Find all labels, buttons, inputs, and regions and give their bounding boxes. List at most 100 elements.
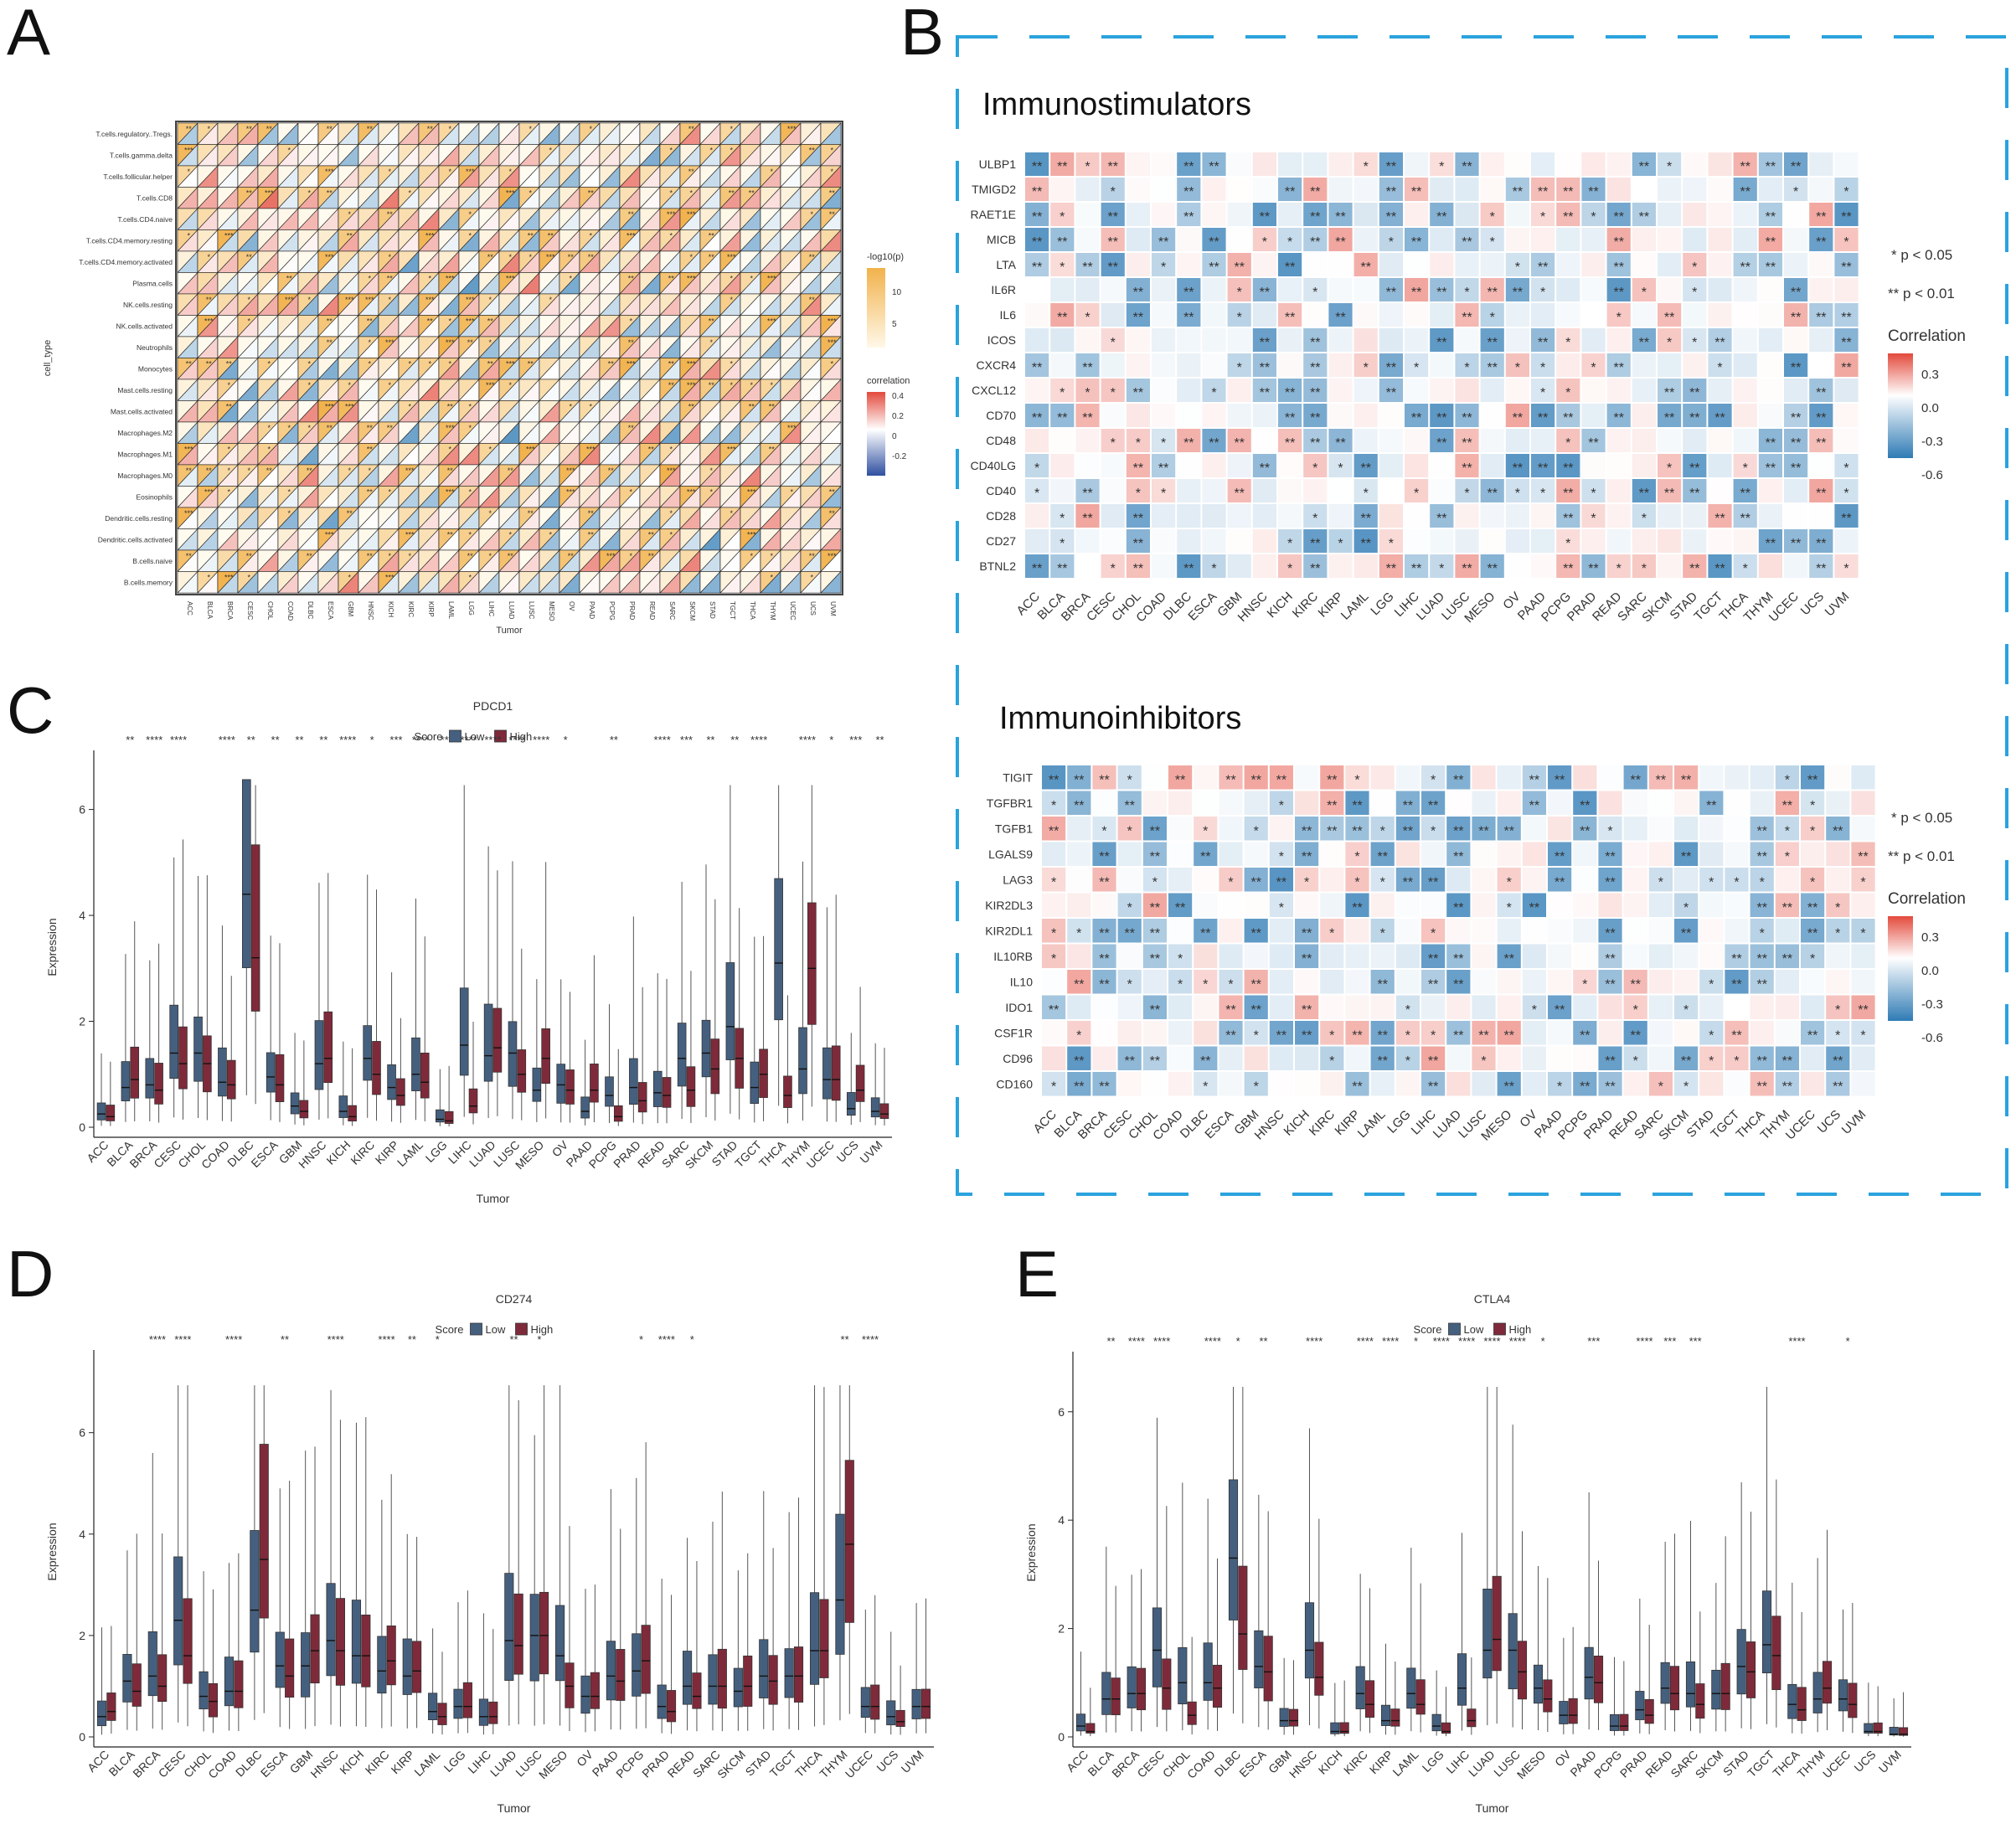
sig-label: ****	[170, 734, 187, 746]
heatmap-sig-mark: **	[1099, 952, 1109, 966]
heatmap-sig-mark: **	[1150, 952, 1160, 966]
heatmap-sig-mark: *	[1692, 336, 1697, 350]
heatmap-sig-mark: **	[1816, 562, 1826, 576]
heatmap-a-sig-mark: *	[468, 574, 472, 582]
heatmap-cell	[1480, 379, 1504, 402]
sig-label: ****	[1128, 1335, 1145, 1347]
box-low	[1761, 1590, 1772, 1674]
heatmap-a-sig-mark: ***	[828, 338, 837, 347]
heatmap-cell	[1126, 353, 1150, 377]
box-high	[590, 1672, 600, 1709]
heatmap-cell	[1430, 228, 1454, 251]
heatmap-sig-mark: *	[1860, 926, 1865, 940]
heatmap-cell	[1168, 842, 1193, 866]
heatmap-sig-mark: **	[1150, 901, 1160, 915]
box-high	[361, 1614, 371, 1687]
heatmap-a-sig-mark: **	[568, 552, 575, 560]
heatmap-sig-mark: **	[1327, 824, 1337, 838]
heatmap-a-sig-mark: **	[487, 253, 494, 261]
heatmap-cell	[1758, 328, 1782, 352]
heatmap-sig-mark: **	[1032, 411, 1042, 425]
sig-label: ****	[1357, 1335, 1374, 1347]
heatmap-cell	[1320, 868, 1344, 892]
heatmap-a-sig-mark: ***	[385, 574, 394, 582]
heatmap-sig-mark: *	[1540, 286, 1545, 300]
sig-label: **	[1106, 1335, 1115, 1347]
heatmap-a-sig-mark: **	[648, 552, 655, 560]
heatmap-a-sig-mark: *	[247, 466, 250, 475]
heatmap-sig-mark: *	[1380, 824, 1385, 838]
heatmap-a-sig-mark: **	[226, 403, 233, 411]
sig-label: ****	[327, 1333, 344, 1346]
legend-high-label: High	[1509, 1323, 1532, 1336]
heatmap-sig-mark: **	[1386, 286, 1396, 300]
heatmap-sig-mark: *	[1667, 160, 1672, 174]
heatmap-cell	[1320, 842, 1344, 866]
box-low	[1685, 1661, 1696, 1708]
sig-label: ****	[508, 734, 525, 746]
heatmap-sig-mark: **	[1260, 461, 1270, 476]
heatmap-cell	[1851, 1072, 1875, 1096]
heatmap-cell	[1405, 529, 1429, 553]
heatmap-cell	[1531, 152, 1555, 176]
heatmap-sig-mark: **	[1766, 260, 1776, 275]
heatmap-a-col-label: SKCM	[688, 601, 696, 621]
heatmap-cell	[1353, 303, 1378, 327]
heatmap-a-sig-mark: ***	[566, 488, 575, 497]
box-low	[1330, 1722, 1340, 1734]
heatmap-sig-mark: **	[1453, 977, 1463, 992]
heatmap-sig-mark: **	[1234, 487, 1244, 501]
heatmap-cell	[1505, 203, 1529, 226]
heatmap-a-row-label: NK.cells.resting	[123, 301, 173, 309]
heatmap-a-sig-mark: *	[307, 189, 311, 198]
heatmap-sig-mark: **	[1225, 1003, 1235, 1018]
x-tick-label: LAML	[411, 1748, 442, 1779]
heatmap-sig-mark: **	[1057, 562, 1067, 576]
heatmap-a-sig-mark: ***	[506, 360, 515, 368]
heatmap-a-col-label: THYM	[769, 601, 776, 621]
heatmap-cell	[1505, 429, 1529, 452]
heatmap-sig-mark: **	[1360, 537, 1370, 551]
heatmap-a-sig-mark: **	[427, 125, 434, 133]
heatmap-cell	[1269, 919, 1293, 943]
heatmap-a-sig-mark: **	[608, 360, 615, 368]
legend-corr-bar	[867, 392, 885, 476]
heatmap-sig-mark: *	[1254, 824, 1259, 838]
sig-label: **	[295, 734, 303, 746]
heatmap-cell	[1648, 842, 1673, 866]
heatmap-a-sig-mark: ***	[626, 232, 636, 240]
heatmap-cell	[1801, 842, 1825, 866]
heatmap-cell	[1227, 178, 1251, 201]
x-tick-label: STAD	[1720, 1748, 1751, 1779]
sig-label: **	[247, 734, 255, 746]
heatmap-sig-mark: *	[1228, 875, 1233, 889]
heatmap-cell	[1405, 429, 1429, 452]
heatmap-sig-mark: *	[1810, 875, 1815, 889]
sig-label: **	[271, 734, 280, 746]
y-tick-label: 0	[79, 1730, 85, 1744]
heatmap-a-sig-mark: *	[267, 446, 271, 454]
box-high	[613, 1105, 623, 1122]
legend-p2: ** p < 0.01	[1888, 848, 1955, 864]
heatmap-cell	[1472, 970, 1496, 994]
sig-label: ***	[1689, 1335, 1702, 1347]
heatmap-sig-mark: **	[1150, 1054, 1160, 1069]
heatmap-cell	[1775, 919, 1799, 943]
heatmap-cell	[1674, 817, 1699, 841]
heatmap-cell	[1581, 152, 1606, 176]
heatmap-sig-mark: **	[1731, 952, 1741, 966]
heatmap-cell	[1303, 253, 1328, 276]
heatmap-cell	[1522, 1072, 1546, 1096]
heatmap-cell	[1826, 970, 1850, 994]
heatmap-sig-mark: **	[1807, 926, 1817, 940]
heatmap-a-sig-mark: *	[569, 403, 572, 411]
heatmap-sig-mark: **	[1099, 850, 1109, 864]
box-low	[504, 1573, 514, 1681]
heatmap-a-sig-mark: ***	[425, 296, 435, 304]
heatmap-cell	[1708, 152, 1732, 176]
heatmap-sig-mark: **	[1462, 461, 1472, 476]
heatmap-cell	[1733, 429, 1757, 452]
heatmap-cell	[1067, 868, 1091, 892]
sig-label: *	[1414, 1335, 1418, 1347]
